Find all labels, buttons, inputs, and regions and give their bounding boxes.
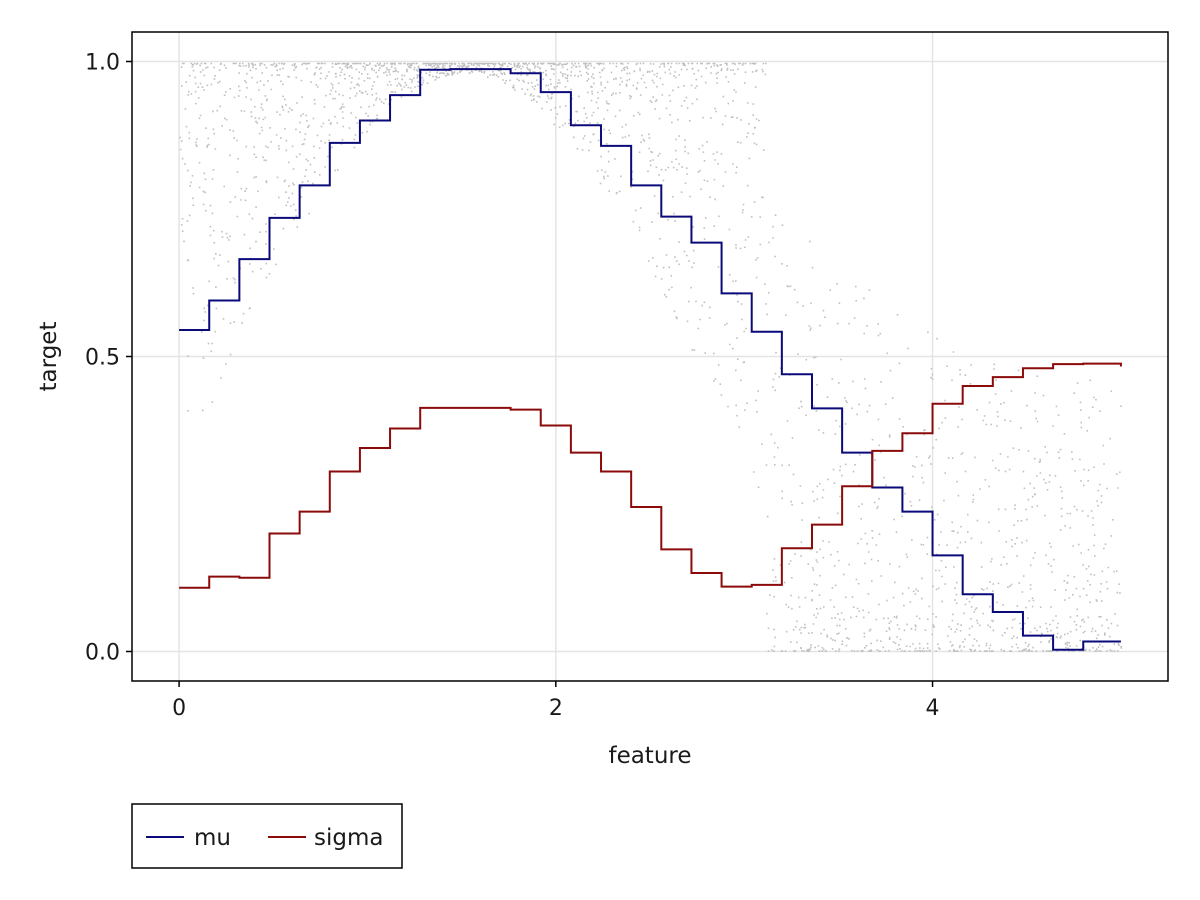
y-tick-label: 1.0: [85, 51, 120, 76]
series-lines: [179, 68, 1122, 651]
x-tick-label: 4: [926, 696, 940, 721]
y-tick-label: 0.0: [85, 641, 120, 666]
series-line-mu: [179, 68, 1121, 651]
x-axis-ticks: 0 2 4: [172, 681, 940, 721]
y-axis-ticks: 0.0 0.5 1.0: [85, 51, 132, 666]
legend-label-sigma: sigma: [314, 825, 383, 851]
grid: [132, 32, 1168, 681]
legend: mu sigma: [131, 803, 403, 869]
x-tick-label: 0: [172, 696, 186, 721]
y-axis-label: target: [36, 322, 62, 392]
x-axis-label: feature: [608, 743, 691, 769]
scatter-point-cloud: [179, 62, 1123, 652]
series-line-sigma: [179, 362, 1122, 589]
y-tick-label: 0.5: [85, 346, 120, 371]
scatter-points: [179, 62, 1123, 652]
x-tick-label: 2: [549, 696, 563, 721]
legend-label-mu: mu: [194, 825, 231, 851]
